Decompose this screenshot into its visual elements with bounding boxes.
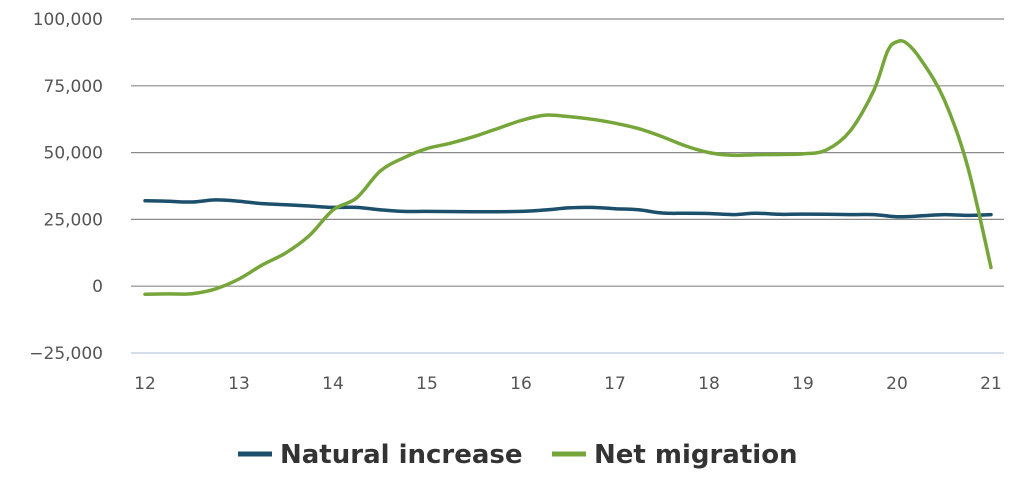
x-tick-label: 12 — [134, 374, 156, 394]
legend-label-natural-increase: Natural increase — [280, 440, 523, 470]
y-axis-ticks: 100,000 75,000 50,000 25,000 0 −25,000 — [29, 10, 103, 364]
x-tick-label: 21 — [980, 374, 1002, 394]
x-tick-label: 17 — [604, 374, 626, 394]
legend: Natural increase Net migration — [238, 440, 798, 470]
x-tick-label: 19 — [792, 374, 814, 394]
y-tick-label: 75,000 — [44, 77, 103, 97]
series-line-net-migration — [143, 39, 993, 296]
x-axis-ticks: 12 13 14 15 16 17 18 19 20 21 — [134, 374, 1002, 394]
legend-label-net-migration: Net migration — [594, 440, 798, 470]
y-tick-label: 50,000 — [44, 144, 103, 164]
y-tick-label: −25,000 — [29, 344, 103, 364]
y-tick-label: 25,000 — [44, 210, 103, 230]
y-tick-label: 100,000 — [33, 10, 103, 30]
series-lines — [143, 39, 993, 296]
x-tick-label: 14 — [322, 374, 344, 394]
x-tick-label: 20 — [886, 374, 908, 394]
y-tick-label: 0 — [92, 277, 103, 297]
x-tick-label: 13 — [228, 374, 250, 394]
x-tick-label: 15 — [416, 374, 438, 394]
x-tick-label: 16 — [510, 374, 532, 394]
series-line-natural-increase — [143, 198, 993, 219]
x-tick-label: 18 — [698, 374, 720, 394]
gridlines — [131, 18, 1004, 354]
